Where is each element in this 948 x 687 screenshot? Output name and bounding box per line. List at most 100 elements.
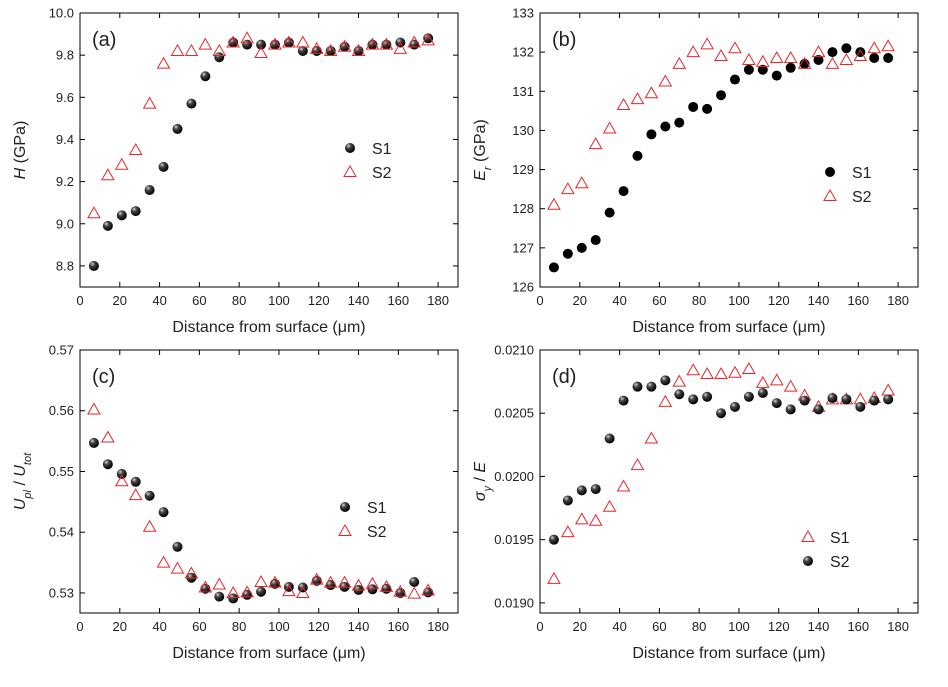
triangle-marker — [823, 188, 837, 201]
legend-label: S2 — [830, 554, 850, 571]
sphere-marker — [674, 389, 685, 400]
x-tick-label: 60 — [652, 619, 666, 634]
triangle-marker — [672, 56, 687, 69]
sphere-marker — [102, 459, 113, 470]
y-tick-label: 133 — [512, 6, 534, 21]
triangle-marker — [254, 575, 268, 588]
x-tick-label: 60 — [652, 293, 666, 308]
panel-label: (c) — [92, 366, 115, 388]
triangle-marker — [742, 52, 756, 65]
x-tick-label: 80 — [692, 293, 706, 308]
triangle-marker — [295, 585, 310, 598]
y-tick-label: 128 — [512, 201, 534, 216]
sphere-marker — [883, 394, 894, 405]
x-axis-label: Distance from surface (μm) — [632, 319, 825, 336]
triangle-marker — [309, 41, 324, 54]
panel: 0 20 40 60 80 100 120 140 160 180 8.8 9.0 9.2 9.4 9.6 9… — [12, 6, 459, 336]
triangle-marker — [282, 35, 296, 48]
triangle-marker — [853, 49, 868, 62]
triangle-marker — [240, 31, 254, 44]
legend-label: S2 — [367, 524, 387, 541]
x-tick-label: 100 — [268, 619, 290, 634]
triangle-marker — [128, 142, 143, 155]
y-tick-label: 10.0 — [49, 6, 74, 21]
x-tick-label: 120 — [768, 619, 790, 634]
triangle-marker — [156, 555, 171, 568]
sphere-marker — [130, 476, 141, 487]
x-tick-label: 160 — [847, 293, 869, 308]
x-tick-label: 0 — [76, 619, 83, 634]
sphere-marker — [144, 490, 155, 501]
triangle-marker — [714, 367, 728, 380]
triangle-marker — [881, 39, 896, 52]
x-tick-label: 40 — [152, 293, 166, 308]
sphere-marker — [618, 395, 629, 406]
triangle-marker — [755, 54, 770, 67]
sphere-marker — [548, 534, 559, 545]
sphere-marker — [116, 210, 127, 221]
triangle-marker — [547, 197, 561, 210]
sphere-marker — [102, 220, 113, 231]
triangle-marker — [212, 43, 227, 56]
x-tick-label: 100 — [268, 293, 290, 308]
triangle-marker — [379, 579, 394, 592]
triangle-marker — [170, 561, 185, 574]
triangle-marker — [268, 37, 282, 50]
dot-marker — [562, 248, 573, 259]
triangle-marker — [365, 576, 380, 589]
sphere-marker — [256, 586, 267, 597]
triangle-marker — [742, 361, 756, 374]
sphere-marker — [841, 394, 852, 405]
sphere-marker — [325, 580, 336, 591]
triangle-marker — [783, 379, 798, 392]
triangle-marker — [407, 35, 422, 48]
sphere-marker — [757, 387, 768, 398]
triangle-marker — [672, 374, 687, 387]
x-tick-label: 40 — [152, 619, 166, 634]
sphere-marker — [827, 393, 838, 404]
sphere-marker — [799, 395, 810, 406]
plot-frame — [539, 12, 919, 288]
triangle-marker — [87, 402, 101, 415]
y-label-part: U — [12, 465, 29, 477]
x-tick-label: 140 — [808, 293, 830, 308]
panel: 0 20 40 60 80 100 120 140 160 180 0.53 0.54 0.55 0.56… — [12, 343, 459, 662]
legend-label: S1 — [367, 500, 387, 517]
y-tick-label: 132 — [512, 45, 534, 60]
triangle-marker — [588, 137, 603, 150]
dot-marker — [785, 62, 796, 73]
y-axis-label: Upl / Utot — [12, 452, 34, 510]
triangle-marker — [728, 365, 742, 378]
sphere-marker — [311, 45, 322, 56]
triangle-marker — [114, 157, 129, 170]
triangle-marker — [588, 513, 603, 526]
triangle-marker — [574, 176, 589, 189]
triangle-marker — [309, 572, 324, 585]
sphere-marker — [228, 593, 239, 604]
triangle-marker — [644, 86, 659, 99]
triangle-marker — [282, 584, 296, 597]
y-label-part: / — [12, 477, 29, 490]
x-tick-label: 80 — [692, 619, 706, 634]
x-tick-label: 120 — [308, 619, 330, 634]
x-tick-label: 20 — [113, 619, 127, 634]
x-tick-label: 20 — [113, 293, 127, 308]
x-tick-label: 140 — [808, 619, 830, 634]
triangle-marker — [351, 578, 366, 591]
x-tick-label: 160 — [387, 293, 409, 308]
triangle-marker — [574, 512, 589, 525]
legend-label: S1 — [830, 530, 850, 547]
sphere-marker — [702, 391, 713, 402]
dot-marker — [548, 262, 559, 273]
triangle-marker — [393, 584, 408, 597]
y-tick-label: 0.53 — [49, 585, 74, 600]
sphere-marker — [803, 556, 813, 566]
sphere-marker — [813, 404, 824, 415]
sphere-marker — [144, 185, 155, 196]
y-tick-label: 0.54 — [49, 525, 74, 540]
triangle-marker — [825, 56, 840, 69]
y-tick-label: 0.0190 — [494, 595, 534, 610]
x-tick-label: 40 — [612, 619, 626, 634]
y-tick-label: 129 — [512, 162, 534, 177]
sphere-marker — [214, 591, 225, 602]
